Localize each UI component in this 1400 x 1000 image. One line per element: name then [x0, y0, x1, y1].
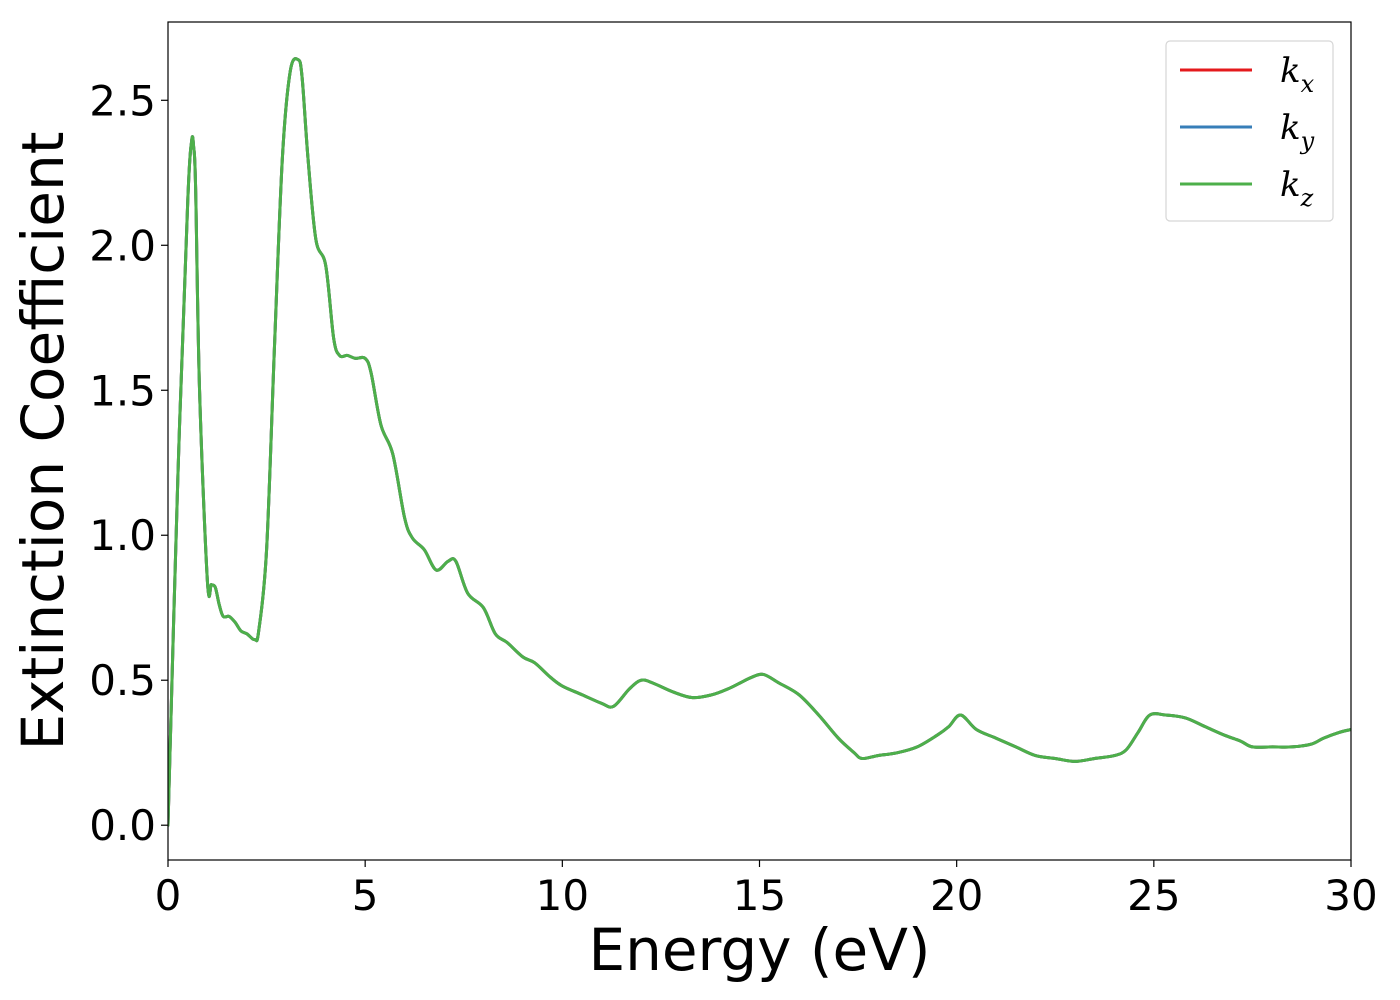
x-tick-label: 15	[733, 871, 786, 920]
x-tick-label: 5	[352, 871, 379, 920]
y-tick-label: 2.0	[89, 221, 156, 270]
y-axis-title: Extinction Coefficient	[9, 132, 77, 751]
x-tick-label: 30	[1324, 871, 1377, 920]
legend-label-sub: x	[1301, 70, 1315, 98]
y-tick-label: 2.5	[89, 76, 156, 125]
x-tick-label: 0	[155, 871, 182, 920]
x-axis-title: Energy (eV)	[588, 916, 930, 984]
y-tick-label: 0.0	[89, 801, 156, 850]
y-tick-label: 1.5	[89, 366, 156, 415]
legend-label-sub: z	[1300, 184, 1314, 212]
legend-box	[1165, 40, 1334, 222]
series-line-k-z	[168, 57, 1351, 827]
legend-label-main: k	[1280, 51, 1301, 91]
x-axis: 0 5 10 15 20 25 30	[155, 860, 1378, 920]
x-tick-label: 10	[536, 871, 589, 920]
x-tick-label: 25	[1127, 871, 1180, 920]
y-tick-label: 0.5	[89, 656, 156, 705]
legend-label-k-y: ky	[1280, 108, 1315, 155]
y-tick-label: 1.0	[89, 511, 156, 560]
legend-label-k-x: kx	[1280, 51, 1315, 98]
legend-label-main: k	[1280, 165, 1301, 205]
series-layer	[168, 57, 1351, 827]
x-tick-label: 20	[930, 871, 983, 920]
y-axis: 0.0 0.5 1.0 1.5 2.0 2.5	[89, 76, 168, 850]
legend-label-sub: y	[1300, 127, 1315, 155]
legend-label-main: k	[1280, 108, 1301, 148]
legend-label-k-z: kz	[1280, 165, 1314, 212]
